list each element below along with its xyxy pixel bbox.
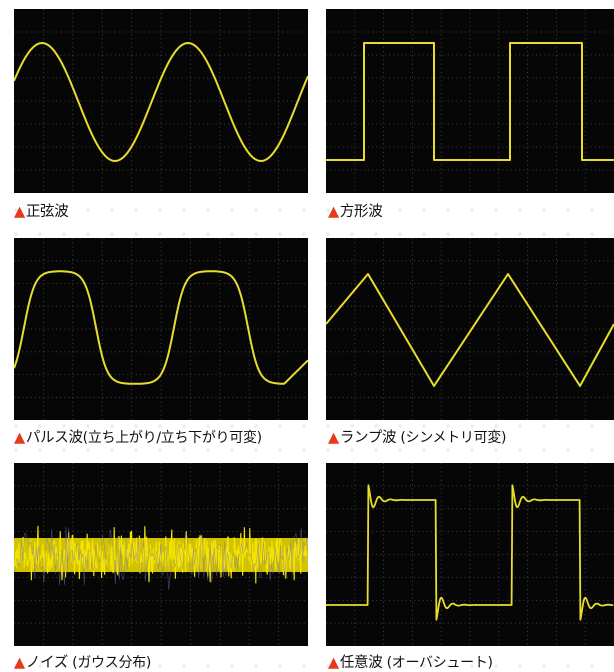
- scope-grid: [14, 9, 308, 193]
- scope-svg: [14, 9, 308, 193]
- oscilloscope-screen-arbitrary: [326, 463, 614, 646]
- sine-trace: [14, 42, 308, 162]
- oscilloscope-screen-pulse: [14, 238, 308, 420]
- caption-main: パルス波: [25, 430, 83, 446]
- triangle-marker-icon: ▲: [14, 655, 25, 671]
- caption-square: ▲方形波: [328, 200, 383, 221]
- oscilloscope-screen-ramp: [326, 238, 614, 420]
- caption-pulse: ▲パルス波(立ち上がり/立ち下がり可変): [14, 426, 262, 447]
- scope-svg: [326, 238, 614, 420]
- scope-svg: [326, 9, 614, 193]
- scope-svg: [14, 238, 308, 420]
- caption-main: 任意波: [339, 655, 383, 671]
- scope-svg: [14, 463, 308, 646]
- triangle-marker-icon: ▲: [328, 204, 339, 220]
- scope-grid: [326, 9, 614, 193]
- caption-main: ノイズ: [25, 655, 69, 671]
- oscilloscope-screen-square: [326, 9, 614, 193]
- caption-ramp: ▲ランプ波 (シンメトリ可変): [328, 426, 507, 447]
- caption-sub: (オーバシュート): [382, 655, 493, 671]
- caption-sine: ▲正弦波: [14, 200, 69, 221]
- scope-grid: [14, 238, 308, 420]
- caption-arbitrary: ▲任意波 (オーバシュート): [328, 651, 493, 672]
- caption-noise: ▲ノイズ (ガウス分布): [14, 651, 151, 672]
- scope-grid: [326, 238, 614, 420]
- square-trace: [326, 42, 614, 161]
- triangle-marker-icon: ▲: [14, 204, 25, 220]
- caption-main: 方形波: [339, 204, 383, 220]
- triangle-marker-icon: ▲: [328, 655, 339, 671]
- oscilloscope-screen-noise: [14, 463, 308, 646]
- ramp-trace: [326, 273, 614, 387]
- oscilloscope-screen-sine: [14, 9, 308, 193]
- caption-main: ランプ波: [339, 430, 397, 446]
- arbitrary-trace: [326, 484, 614, 621]
- caption-sub: (シンメトリ可変): [396, 430, 507, 446]
- pulse-trace: [14, 270, 308, 385]
- scope-grid: [326, 463, 614, 646]
- noise-trace-faint: [14, 526, 308, 590]
- triangle-marker-icon: ▲: [328, 430, 339, 446]
- caption-sub: (立ち上がり/立ち下がり可変): [82, 430, 262, 446]
- caption-sub: (ガウス分布): [68, 655, 152, 671]
- caption-main: 正弦波: [25, 204, 69, 220]
- scope-svg: [326, 463, 614, 646]
- triangle-marker-icon: ▲: [14, 430, 25, 446]
